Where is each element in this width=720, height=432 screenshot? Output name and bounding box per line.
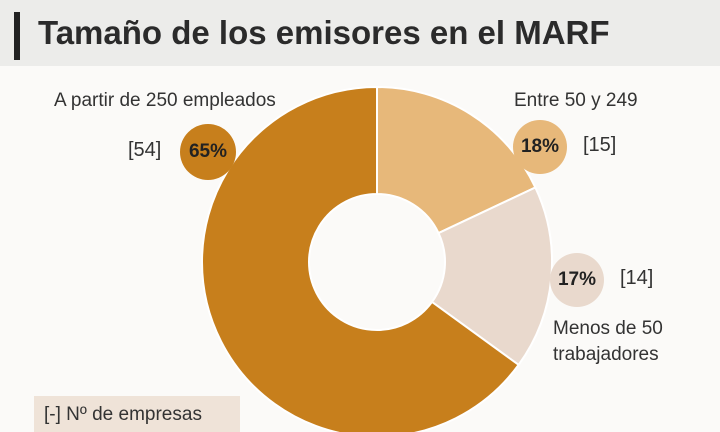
- title-rule: [14, 12, 20, 60]
- legend-note: [-] Nº de empresas: [44, 404, 202, 425]
- category-label: Entre 50 y 249: [514, 90, 638, 111]
- count-label: [54]: [128, 139, 162, 161]
- value-label: 17%: [550, 253, 604, 307]
- value-label: 65%: [180, 124, 236, 180]
- value-label: 18%: [513, 120, 567, 174]
- slice: [201, 85, 520, 432]
- count-label: [14]: [620, 267, 654, 289]
- category-label: Menos de 50 trabajadores: [553, 318, 663, 365]
- slice: [430, 186, 553, 367]
- chart-title: Tamaño de los emisores en el MARF: [38, 14, 610, 51]
- category-label: A partir de 250 empleados: [54, 90, 276, 111]
- slice: [376, 85, 537, 235]
- legend-box: [34, 396, 240, 432]
- title-band: [0, 0, 720, 66]
- count-label: [15]: [583, 134, 617, 156]
